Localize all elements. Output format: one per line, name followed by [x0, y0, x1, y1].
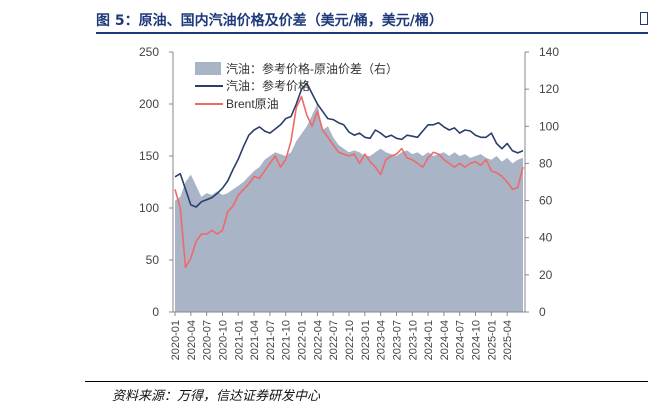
x-tick-label: 2023-01 [360, 320, 372, 360]
right-tick-label: 140 [539, 45, 559, 59]
legend: 汽油：参考价格-原油价差（右） 汽油：参考价格 Brent原油 [195, 61, 398, 111]
x-tick-label: 2023-07 [391, 320, 403, 360]
left-tick-label: 200 [139, 97, 159, 111]
x-tick-label: 2020-07 [202, 320, 214, 360]
left-axis-ticks: 0 50 100 150 200 250 [139, 45, 173, 319]
x-tick-label: 2024-10 [471, 320, 483, 360]
x-tick-label: 2024-01 [423, 320, 435, 360]
left-tick-label: 0 [152, 305, 159, 319]
x-tick-label: 2025-04 [502, 320, 514, 360]
x-tick-label: 2021-01 [233, 320, 245, 360]
x-tick-label: 2021-07 [265, 320, 277, 360]
x-tick-label: 2023-10 [407, 320, 419, 360]
brent-line-layer [174, 95, 524, 269]
right-axis-ticks: 0 20 40 60 80 100 120 140 [525, 45, 559, 319]
x-tick-label: 2023-04 [376, 320, 388, 360]
x-tick-label: 2020-10 [217, 320, 229, 360]
brent-price-line [174, 95, 524, 269]
left-tick-label: 100 [139, 201, 159, 215]
x-tick-label: 2022-01 [297, 320, 309, 360]
legend-area-swatch [195, 62, 221, 75]
right-tick-label: 40 [539, 231, 553, 245]
spread-area [175, 104, 523, 312]
x-axis-ticks: 2020-01 2020-04 2020-07 2020-10 2021-01 2021-… [170, 312, 514, 360]
gasoline-price-line [174, 82, 524, 208]
left-tick-label: 250 [139, 45, 159, 59]
right-tick-label: 80 [539, 156, 553, 170]
x-tick-label: 2020-04 [186, 320, 198, 360]
right-tick-label: 0 [539, 305, 546, 319]
left-tick-label: 50 [146, 253, 160, 267]
spread-area-layer [175, 104, 523, 312]
right-tick-label: 60 [539, 194, 553, 208]
right-tick-label: 100 [539, 119, 559, 133]
left-tick-label: 150 [139, 149, 159, 163]
title-divider [96, 32, 648, 34]
source-divider [85, 381, 648, 382]
x-tick-label: 2024-07 [455, 320, 467, 360]
x-tick-label: 2021-04 [249, 320, 261, 360]
data-source-note: 资料来源：万得，信达证券研发中心 [112, 389, 321, 404]
x-tick-label: 2022-07 [328, 320, 340, 360]
chart-title: 图 5：原油、国内汽油价格及价差（美元/桶，美元/桶） [96, 13, 443, 29]
x-tick-label: 2025-01 [486, 320, 498, 360]
legend-gasoline-label: 汽油：参考价格 [226, 78, 310, 93]
x-tick-label: 2024-04 [439, 320, 451, 360]
gasoline-line-layer [174, 82, 524, 208]
x-tick-label: 2022-04 [312, 320, 324, 360]
x-tick-label: 2020-01 [170, 320, 182, 360]
right-tick-label: 20 [539, 268, 553, 282]
x-tick-label: 2022-10 [344, 320, 356, 360]
legend-area-label: 汽油：参考价格-原油价差（右） [226, 61, 398, 76]
right-tick-label: 120 [539, 82, 559, 96]
legend-brent-label: Brent原油 [226, 97, 279, 111]
x-tick-label: 2021-10 [281, 320, 293, 360]
